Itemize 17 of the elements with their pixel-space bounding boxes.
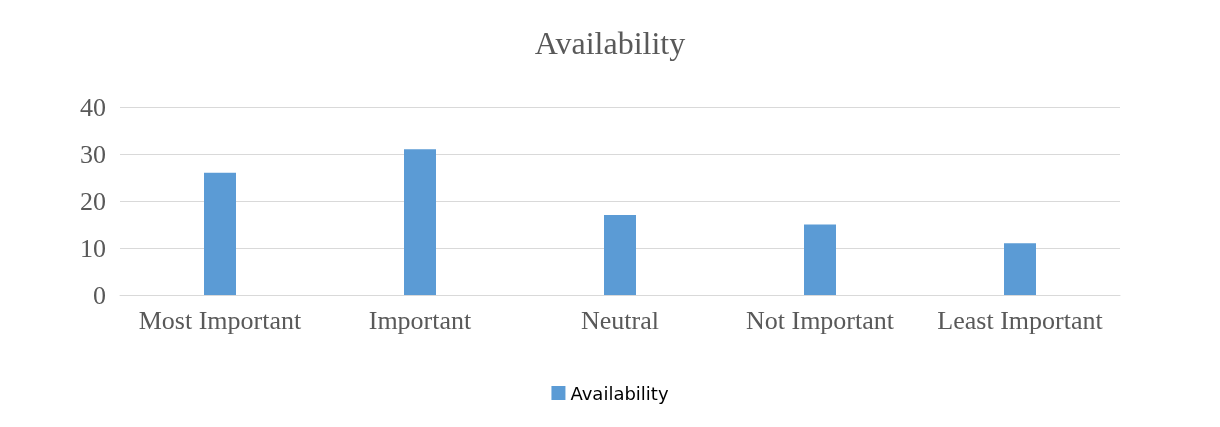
x-tick-label: Not Important <box>745 305 895 335</box>
x-tick-label: Least Important <box>937 305 1104 335</box>
y-tick-label: 40 <box>80 92 106 122</box>
x-tick-label: Important <box>368 305 473 335</box>
chart-title: Availability <box>534 25 686 61</box>
y-tick-label: 10 <box>80 233 106 263</box>
bar <box>804 224 836 295</box>
y-tick-label: 0 <box>93 280 106 310</box>
y-tick-label: 20 <box>80 186 106 216</box>
legend-label: Availability <box>570 382 669 404</box>
bar <box>204 172 236 295</box>
x-tick-label: Neutral <box>581 305 659 335</box>
y-tick-label: 30 <box>80 139 106 169</box>
bar <box>604 215 636 295</box>
bar <box>1004 243 1036 295</box>
bar <box>404 149 436 295</box>
x-tick-label: Most Important <box>138 305 303 335</box>
